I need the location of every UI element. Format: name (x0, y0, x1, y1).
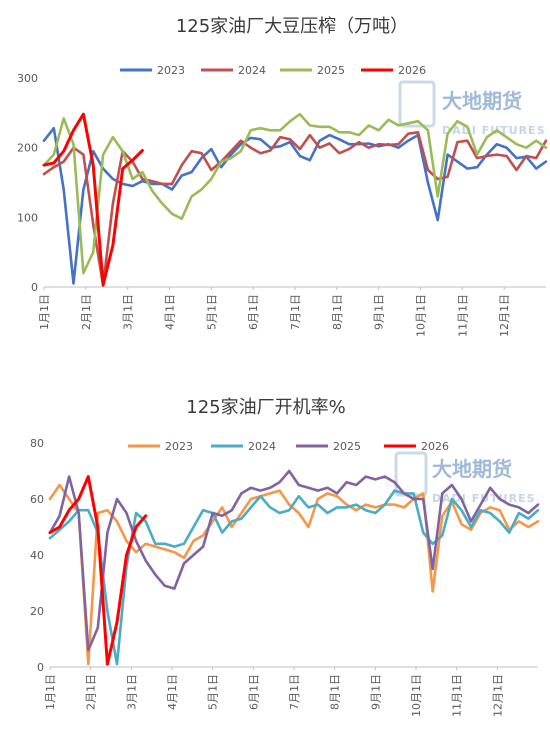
y-tick-label: 80 (30, 437, 44, 450)
x-tick-label: 3月1日 (122, 294, 135, 330)
y-tick-label: 0 (37, 661, 44, 674)
chart-title: 125家油厂大豆压榨（万吨） (176, 16, 408, 37)
legend-label-2024: 2024 (248, 440, 276, 453)
x-tick-label: 11月1日 (456, 294, 469, 337)
x-tick-label: 9月1日 (369, 674, 382, 710)
chart-title: 125家油厂开机率% (186, 397, 345, 418)
chart-axes: 0 100 200 300 1月1日 2月1日 3月1日 4月1日 5月1日 6月1日 7月1日 8月… (17, 72, 546, 337)
x-tick-label: 7月1日 (289, 294, 302, 330)
series-line-2025 (48, 469, 540, 652)
x-tick-label: 1月1日 (38, 294, 51, 330)
chart-legend: 2023 2024 2025 2026 (120, 64, 426, 77)
watermark-text: 大地期货 (432, 457, 512, 481)
x-tick-label: 3月1日 (125, 674, 138, 710)
x-tick-label: 2月1日 (80, 294, 93, 330)
y-tick-label: 100 (17, 211, 38, 224)
x-tick-label: 12月1日 (498, 294, 511, 337)
x-tick-label: 6月1日 (247, 674, 260, 710)
series-line-2024 (42, 131, 548, 287)
series-line-2026 (48, 475, 148, 666)
watermark-logo: 大地期货 DADI FUTURES (398, 80, 546, 137)
chart-series (48, 469, 540, 666)
legend-label-2024: 2024 (238, 64, 266, 77)
legend-label-2023: 2023 (165, 440, 193, 453)
legend-label-2026: 2026 (398, 64, 426, 77)
x-tick-label: 4月1日 (164, 294, 177, 330)
y-tick-label: 60 (30, 493, 44, 506)
y-tick-label: 20 (30, 605, 44, 618)
chart-legend: 2023 2024 2025 2026 (128, 440, 449, 453)
x-tick-label: 11月1日 (451, 674, 464, 717)
x-tick-label: 10月1日 (415, 294, 428, 337)
x-tick-label: 7月1日 (288, 674, 301, 710)
x-tick-label: 12月1日 (491, 674, 504, 717)
x-tick-label: 8月1日 (331, 294, 344, 330)
legend-label-2025: 2025 (333, 440, 361, 453)
watermark-logo: 大地期货 DADI FUTURES (394, 451, 535, 505)
legend-label-2025: 2025 (317, 64, 345, 77)
y-tick-label: 0 (31, 281, 38, 294)
y-tick-label: 200 (17, 142, 38, 155)
x-tick-label: 10月1日 (410, 674, 423, 717)
series-line-2026 (42, 112, 144, 287)
series-line-2023 (42, 126, 548, 285)
y-tick-label: 300 (17, 72, 38, 85)
x-tick-label: 8月1日 (329, 674, 342, 710)
x-tick-label: 5月1日 (207, 674, 220, 710)
watermark-text: 大地期货 (442, 89, 522, 113)
watermark-subtext: DADI FUTURES (442, 124, 546, 137)
legend-label-2023: 2023 (157, 64, 185, 77)
x-tick-label: 1月1日 (44, 674, 57, 710)
x-tick-label: 5月1日 (205, 294, 218, 330)
legend-label-2026: 2026 (421, 440, 449, 453)
chart-series (42, 112, 548, 287)
x-tick-label: 6月1日 (247, 294, 260, 330)
chart-axes: 0 20 40 60 80 1月1日 2月1日 3月1日 4月1日 5月1日 6月1日 7月1日 8月1… (30, 437, 538, 717)
chart-crush-volume: 125家油厂大豆压榨（万吨） 大地期货 DADI FUTURES 2023 202… (17, 16, 548, 337)
x-tick-label: 9月1日 (373, 294, 386, 330)
y-tick-label: 40 (30, 549, 44, 562)
chart-operating-rate: 125家油厂开机率% 大地期货 DADI FUTURES 2023 2024 202… (30, 397, 540, 717)
x-tick-label: 2月1日 (85, 674, 98, 710)
x-tick-label: 4月1日 (166, 674, 179, 710)
